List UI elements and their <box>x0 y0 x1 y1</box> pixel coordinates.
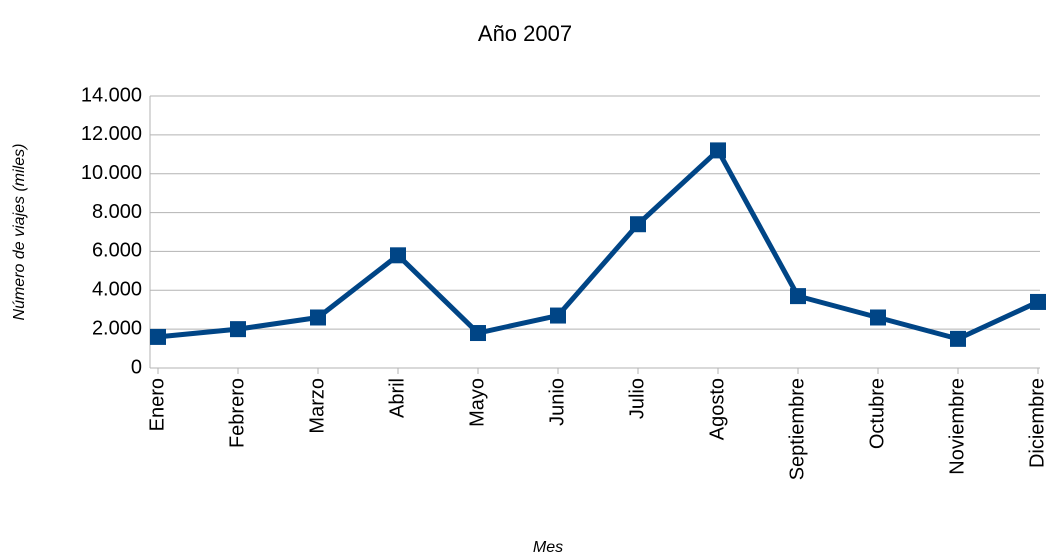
x-tick-label: Mayo <box>466 378 488 427</box>
x-tick-label: Julio <box>626 378 648 419</box>
point-marker <box>1030 293 1046 310</box>
point-marker <box>390 247 406 264</box>
x-tick-label: Septiembre <box>786 378 808 480</box>
x-tick-label: Octubre <box>866 378 888 449</box>
x-tick-label: Agosto <box>706 378 728 440</box>
point-marker <box>710 142 726 159</box>
y-tick-label: 10.000 <box>81 162 142 184</box>
x-tick-label: Marzo <box>306 378 328 434</box>
x-axis-title: Mes <box>533 539 563 556</box>
x-tick-label: Enero <box>146 378 168 431</box>
x-tick-label: Abril <box>386 378 408 418</box>
point-marker <box>630 216 646 233</box>
point-marker <box>870 309 886 326</box>
x-tick-label: Febrero <box>226 378 248 448</box>
point-marker <box>550 307 566 324</box>
y-tick-label: 2.000 <box>92 317 142 339</box>
point-marker <box>790 288 806 305</box>
x-tick-label: Diciembre <box>1026 378 1048 468</box>
point-marker <box>310 309 326 326</box>
series-line <box>157 147 1040 342</box>
y-tick-label: 8.000 <box>92 201 142 223</box>
point-marker <box>470 325 486 342</box>
chart-title: Año 2007 <box>478 21 572 46</box>
y-tick-label: 12.000 <box>81 123 142 145</box>
x-tick-label: Junio <box>546 378 568 426</box>
point-marker <box>230 321 246 338</box>
point-marker <box>150 328 166 345</box>
y-tick-label: 6.000 <box>92 240 142 262</box>
y-axis-title: Número de viajes (miles) <box>11 144 28 321</box>
y-tick-label: 4.000 <box>92 279 142 301</box>
x-tick-label: Noviembre <box>946 378 968 475</box>
point-marker <box>950 330 966 347</box>
y-tick-label: 14.000 <box>81 84 142 106</box>
y-tick-label: 0 <box>131 356 142 378</box>
